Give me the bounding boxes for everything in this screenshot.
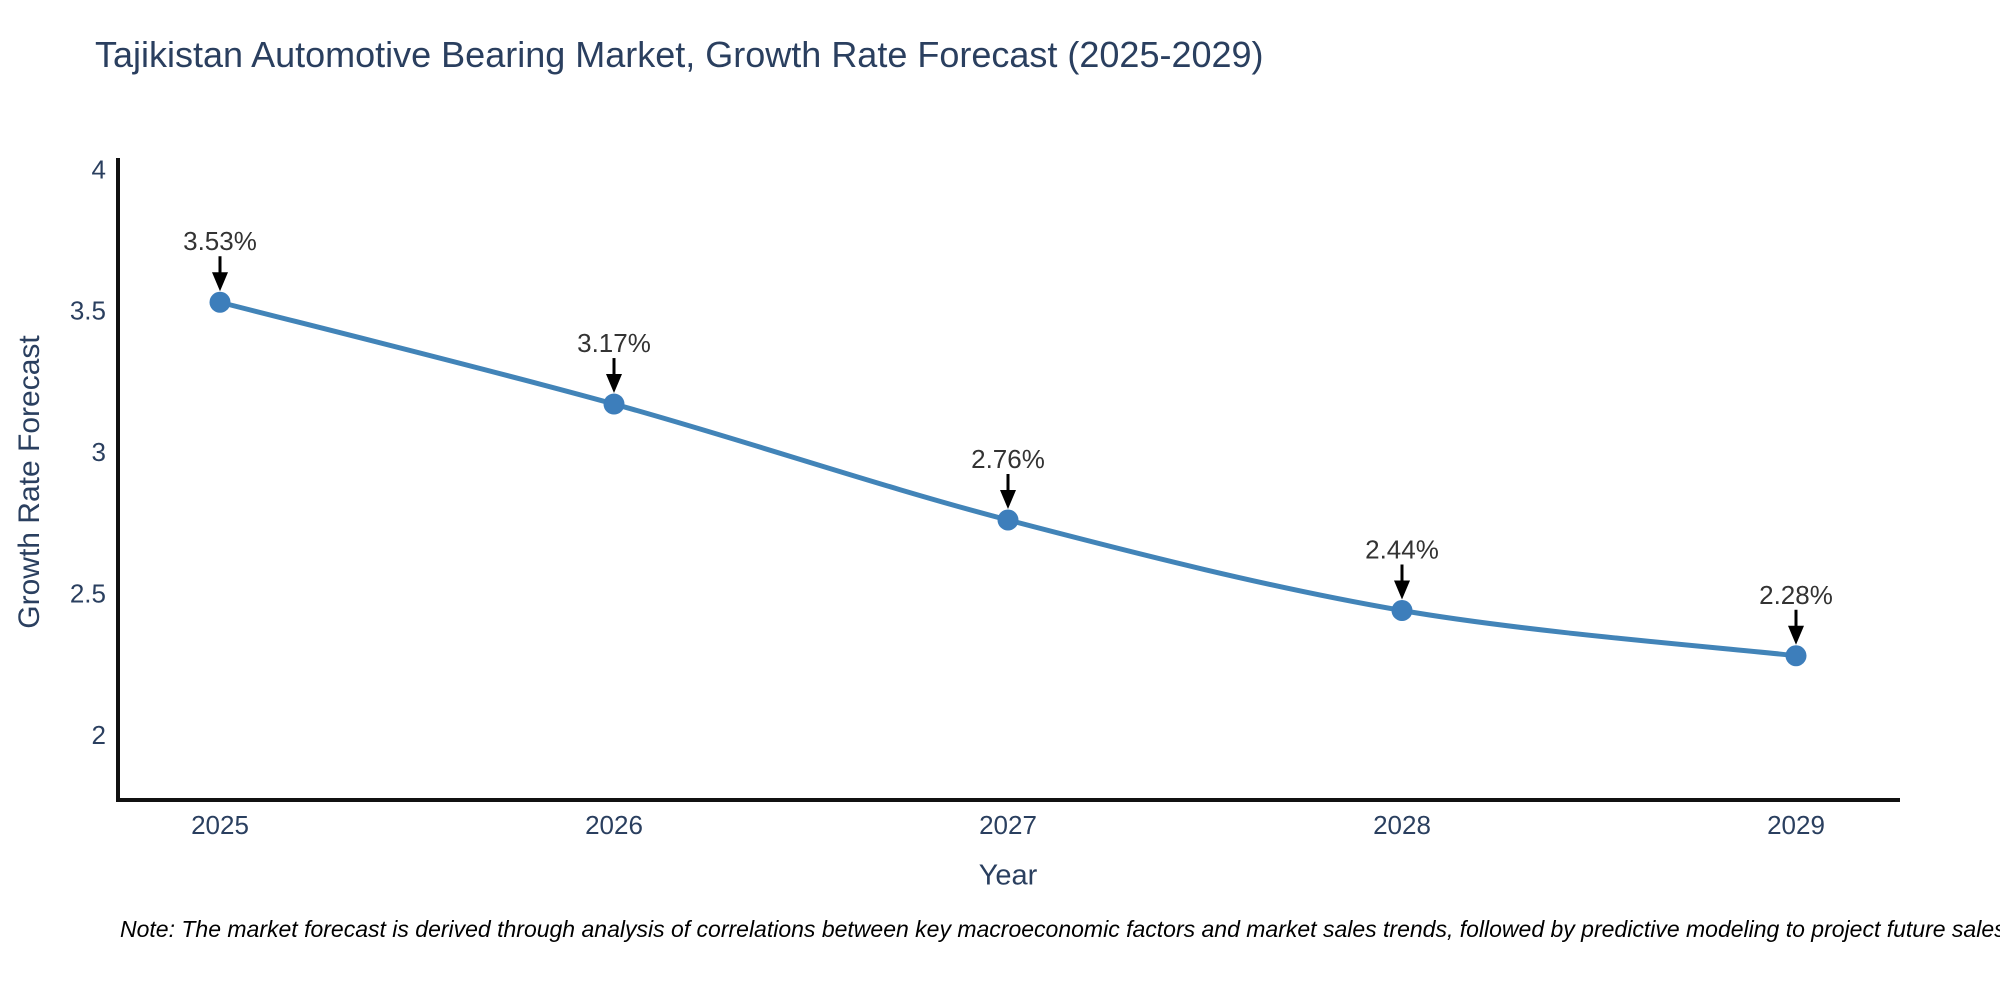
x-axis-title: Year bbox=[978, 859, 1038, 892]
x-tick-label: 2027 bbox=[979, 810, 1037, 840]
y-tick-label: 3 bbox=[92, 437, 106, 467]
annotation-arrowhead bbox=[212, 272, 228, 292]
data-point[interactable] bbox=[603, 393, 625, 415]
y-tick-label: 2 bbox=[92, 720, 106, 750]
data-point[interactable] bbox=[1391, 600, 1413, 622]
y-tick-label: 2.5 bbox=[70, 579, 106, 609]
y-axis-title: Growth Rate Forecast bbox=[13, 335, 46, 629]
annotation-label: 2.44% bbox=[1365, 535, 1439, 565]
x-tick-label: 2028 bbox=[1373, 810, 1431, 840]
y-tick-label: 4 bbox=[92, 154, 106, 184]
annotation-arrowhead bbox=[1000, 490, 1016, 510]
footnote: Note: The market forecast is derived thr… bbox=[120, 916, 2000, 942]
x-tick-label: 2026 bbox=[585, 810, 643, 840]
x-tick-label: 2029 bbox=[1767, 810, 1825, 840]
x-tick-label: 2025 bbox=[191, 810, 249, 840]
data-point[interactable] bbox=[997, 509, 1019, 531]
data-point[interactable] bbox=[1785, 645, 1807, 667]
annotation-label: 2.76% bbox=[971, 444, 1045, 474]
annotation-label: 3.17% bbox=[577, 328, 651, 358]
annotation-arrowhead bbox=[1788, 625, 1804, 645]
annotation-arrowhead bbox=[1394, 580, 1410, 600]
annotation-label: 3.53% bbox=[183, 226, 257, 256]
annotation-label: 2.28% bbox=[1759, 580, 1833, 610]
annotation-arrowhead bbox=[606, 374, 622, 394]
data-point[interactable] bbox=[209, 291, 231, 313]
chart-title: Tajikistan Automotive Bearing Market, Gr… bbox=[95, 34, 1264, 75]
y-tick-label: 3.5 bbox=[70, 296, 106, 326]
